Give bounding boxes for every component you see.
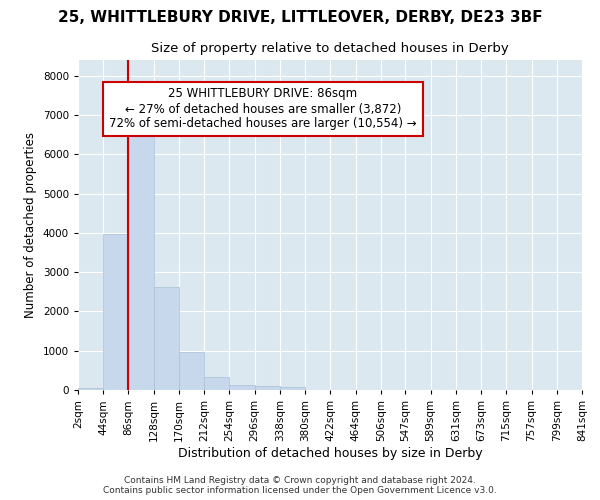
Bar [128, 130, 154, 390]
Bar [280, 387, 305, 390]
Bar [229, 384, 254, 390]
Bar [254, 386, 280, 390]
Bar [78, 388, 103, 390]
Title: Size of property relative to detached houses in Derby: Size of property relative to detached ho… [151, 42, 509, 54]
X-axis label: Distribution of detached houses by size in Derby: Distribution of detached houses by size … [178, 446, 482, 460]
Text: 25, WHITTLEBURY DRIVE, LITTLEOVER, DERBY, DE23 3BF: 25, WHITTLEBURY DRIVE, LITTLEOVER, DERBY… [58, 10, 542, 25]
Bar [179, 352, 204, 390]
Y-axis label: Number of detached properties: Number of detached properties [24, 132, 37, 318]
Bar [154, 287, 179, 390]
Text: 25 WHITTLEBURY DRIVE: 86sqm
← 27% of detached houses are smaller (3,872)
72% of : 25 WHITTLEBURY DRIVE: 86sqm ← 27% of det… [109, 88, 417, 130]
Bar [204, 377, 229, 390]
Text: Contains HM Land Registry data © Crown copyright and database right 2024.
Contai: Contains HM Land Registry data © Crown c… [103, 476, 497, 495]
Bar [103, 234, 128, 390]
